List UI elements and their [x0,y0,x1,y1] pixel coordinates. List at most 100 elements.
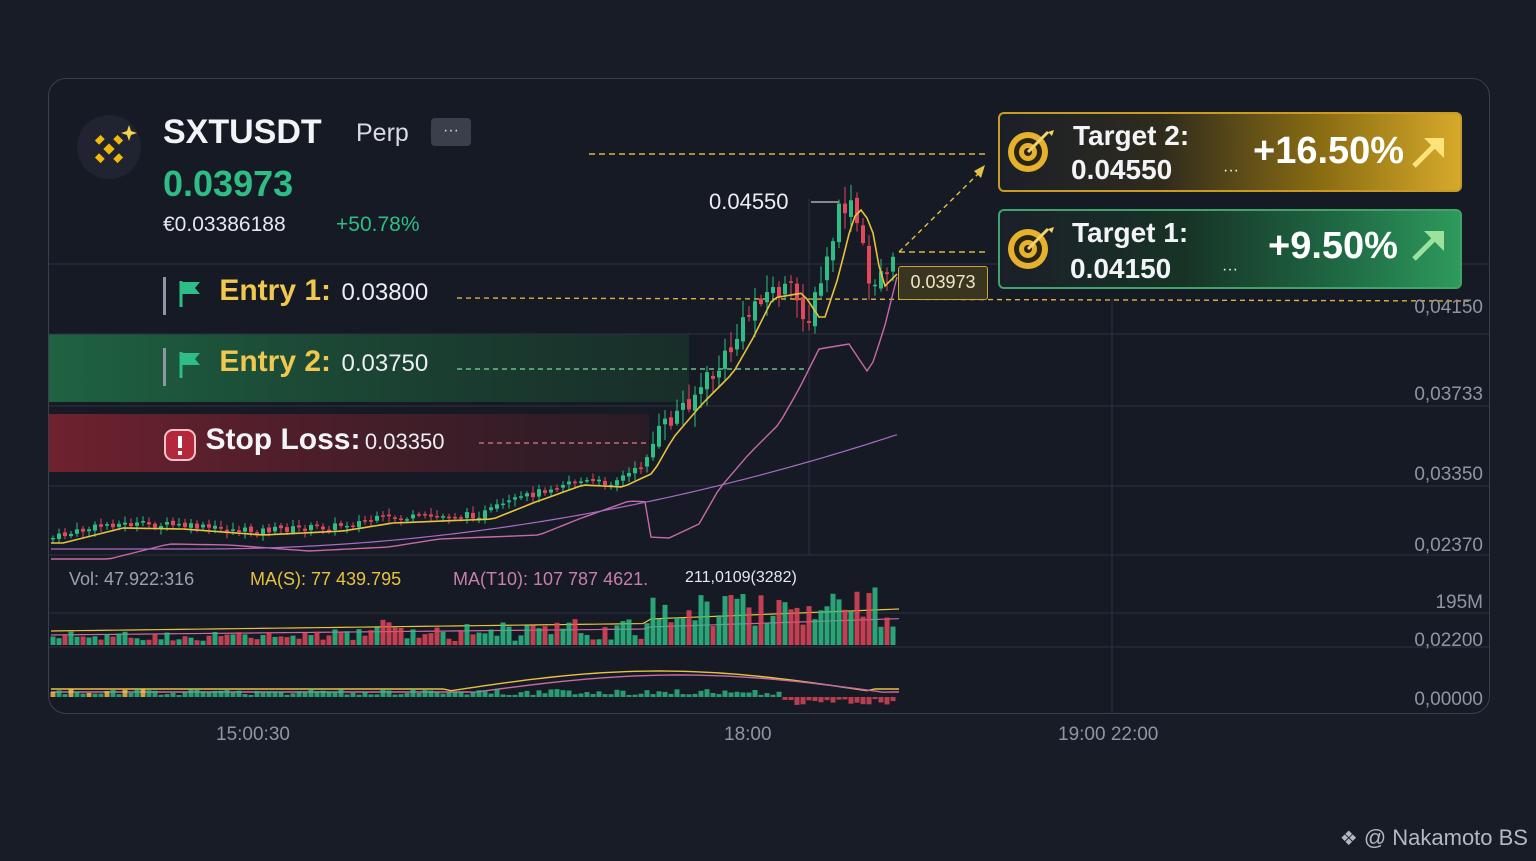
volume-bar [380,619,386,645]
candle-body [771,287,775,294]
candle-body [357,521,361,528]
oscillator-bar [194,689,200,697]
candle-body [825,256,829,281]
oscillator-bar [80,693,86,697]
volume-bar [884,617,890,645]
volume-bar [356,629,362,645]
oscillator-bar [476,690,482,697]
price-axis-tick: 0,04150 [1414,297,1483,318]
oscillator-bar [860,697,866,705]
volume-bar [860,616,866,645]
candle-body [345,525,349,528]
oscillator-bar [836,697,842,700]
candle-body [807,321,811,323]
candle-body [789,281,793,283]
grid-lines [49,199,1489,713]
current-price-tag: 0.03973 [898,266,988,300]
candle-body [591,478,595,482]
candle-body [171,520,175,526]
volume-bar [650,597,656,645]
oscillator-bar [248,694,254,697]
oscillator-bar [818,697,824,703]
oscillator-bar [344,694,350,697]
candle-body [867,245,871,284]
volume-bar [686,610,692,645]
oscillator-bar [50,691,56,697]
volume-bar [446,638,452,645]
candle-body [417,514,421,516]
candle-body [711,375,715,379]
candle-body [705,372,709,390]
volume-bar [782,602,788,645]
volume-bar [140,640,146,645]
oscillator-bar [680,694,686,697]
candle-body [237,530,241,533]
oscillator-bar [518,692,524,697]
volume-bar [416,637,422,645]
oscillator-bar [668,693,674,697]
candle-body [435,515,439,518]
candle-body [489,507,493,511]
volume-bar [656,618,662,645]
oscillator-bar [752,690,758,697]
candle-body [363,520,367,522]
price-chart[interactable] [49,79,1489,713]
volume-bar [428,633,434,645]
candle-body [699,387,703,394]
volume-bar [266,632,272,645]
candle-body [669,417,673,426]
oscillator-bar [170,692,176,697]
oscillator-bar [56,690,62,697]
more-button[interactable]: ··· [431,118,471,146]
candle-body [189,523,193,528]
volume-bar [68,631,74,645]
candle-body [207,524,211,528]
oscillator-bar [716,694,722,697]
candle-body [573,481,577,484]
arrow-up-right-icon [1408,225,1448,270]
time-axis-tick: 15:00:30 [216,724,290,745]
candle-body [849,200,853,217]
volume-bar [290,635,296,645]
volume-bar [722,596,728,645]
candle-body [381,515,385,517]
stop-loss-zone [49,414,649,472]
oscillator-bar [848,697,854,704]
oscillator-bar [68,689,74,697]
volume-bar [248,637,254,645]
oscillator-bar [374,694,380,697]
volume-bar [314,631,320,645]
target2-card[interactable]: Target 2: 0.04550 ··· +16.50% [998,112,1462,192]
candle-body [375,515,379,521]
oscillator-bar [590,694,596,697]
volume-bar [530,625,536,645]
volume-bar [254,639,260,645]
oscillator-bar [740,692,746,697]
candle-body [753,301,757,321]
oscillator-bar [104,691,110,697]
candle-body [201,524,205,528]
volume-bar [752,625,758,645]
arrow-up-right-icon [1408,132,1448,177]
candle-body [585,480,589,482]
volume-bar [152,633,158,645]
candle-body [687,399,691,410]
candle-body [213,525,217,529]
volume-bar [104,634,110,645]
volume-bar [608,639,614,645]
oscillator-bar [224,690,230,697]
oscillator-bar [596,691,602,697]
volume-bar [692,620,698,645]
volume-bar [56,638,62,645]
oscillator-bar [176,694,182,697]
volume-bar [272,636,278,645]
candle-body [285,527,289,532]
volume-bar [494,635,500,645]
flag-icon [170,279,213,307]
oscillator-bar [482,691,488,697]
target1-card[interactable]: Target 1: 0.04150 ··· +9.50% [998,209,1462,289]
candle-body [657,425,661,447]
candle-body [75,529,79,534]
candle-body [369,520,373,522]
stop-loss-row: Stop Loss: 0.03350 [163,423,444,462]
